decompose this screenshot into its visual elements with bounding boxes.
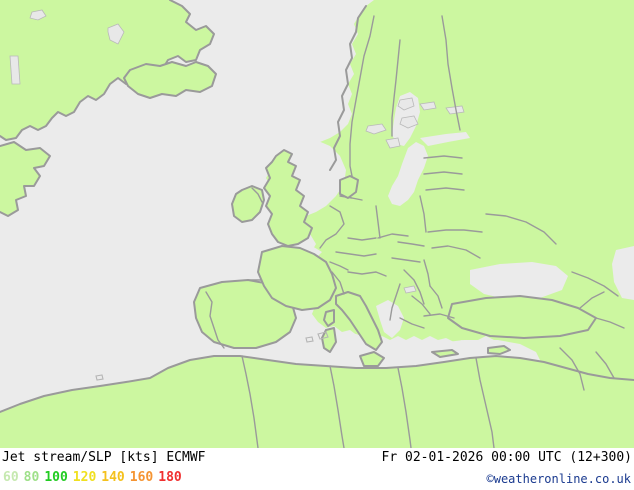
coastline-iceland xyxy=(123,61,217,99)
coastline-corsica xyxy=(323,309,335,327)
landmass-ireland xyxy=(232,186,264,222)
legend-tick-180: 180 xyxy=(158,470,182,485)
sea-black-sea xyxy=(470,262,568,300)
islands-balearics xyxy=(305,331,329,343)
landmass-italy xyxy=(336,292,382,350)
coastline-italy xyxy=(335,291,383,351)
coastline-north-africa xyxy=(0,355,634,413)
coastline-denmark xyxy=(339,175,359,199)
landmass-north-africa xyxy=(0,356,634,448)
sea-caspian xyxy=(612,246,634,300)
landmass-iceland xyxy=(124,62,216,98)
greenland-fjord-2 xyxy=(107,23,125,45)
footer-bottom-row: 60 80 100 120 140 160 180 ©weatheronline… xyxy=(0,469,634,490)
landmass-anatolia xyxy=(448,296,596,338)
coastline-baffin-south xyxy=(0,141,51,217)
legend-tick-80: 80 xyxy=(23,470,40,485)
sea-baltic xyxy=(388,142,428,206)
copyright-link[interactable]: ©weatheronline.co.uk xyxy=(486,472,632,486)
legend-tick-140: 140 xyxy=(101,470,125,485)
landmass-baffin-south xyxy=(0,142,50,216)
coastline-anatolia xyxy=(447,295,597,339)
landmass-france xyxy=(258,246,336,310)
coastline-sicily xyxy=(359,351,385,367)
landmass-denmark xyxy=(340,176,358,198)
landmass-group xyxy=(0,0,634,448)
product-title: Jet stream/SLP [kts] ECMWF xyxy=(2,450,206,465)
map-canvas[interactable] xyxy=(0,0,634,448)
lakes-scandinavia xyxy=(365,97,465,149)
run-datetime-label: Fr 02-01-2026 00:00 UTC (12+300) xyxy=(381,450,632,465)
coastline-great-britain xyxy=(263,149,313,247)
landmass-greenland xyxy=(0,0,214,140)
coastline-cyprus xyxy=(487,345,511,355)
footer-top-row: Jet stream/SLP [kts] ECMWF Fr 02-01-2026… xyxy=(0,448,634,469)
coastline-france xyxy=(257,245,337,311)
legend-tick-60: 60 xyxy=(3,470,19,485)
legend-tick-120: 120 xyxy=(72,470,97,485)
map-panel[interactable] xyxy=(0,0,634,448)
footer-bar: Jet stream/SLP [kts] ECMWF Fr 02-01-2026… xyxy=(0,448,634,490)
border-ireland-uk xyxy=(251,187,263,203)
coastline-ireland xyxy=(231,185,265,223)
color-scale-legend: 60 80 100 120 140 160 180 xyxy=(3,471,182,484)
sea-gulf-of-finland xyxy=(420,132,470,146)
landmass-great-britain xyxy=(264,150,312,246)
border-portugal-spain xyxy=(205,291,225,349)
coastline-crete xyxy=(431,349,459,358)
coastline-iberia xyxy=(193,279,297,349)
islands-madeira xyxy=(95,374,104,381)
greenland-fjord-3 xyxy=(9,55,21,85)
borders-europe xyxy=(319,15,625,391)
greenland-fjord-1 xyxy=(29,9,47,21)
legend-tick-160: 160 xyxy=(129,470,154,485)
borders-north-africa xyxy=(241,355,495,448)
lakes-central-europe xyxy=(403,285,417,294)
legend-tick-100: 100 xyxy=(44,470,68,485)
coastline-scandinavia-west xyxy=(329,5,367,171)
